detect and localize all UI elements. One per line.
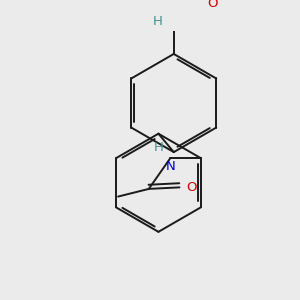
Text: H: H (153, 15, 163, 28)
Text: O: O (186, 181, 197, 194)
Text: N: N (165, 160, 175, 173)
Text: H: H (154, 141, 164, 154)
Text: O: O (208, 0, 218, 10)
